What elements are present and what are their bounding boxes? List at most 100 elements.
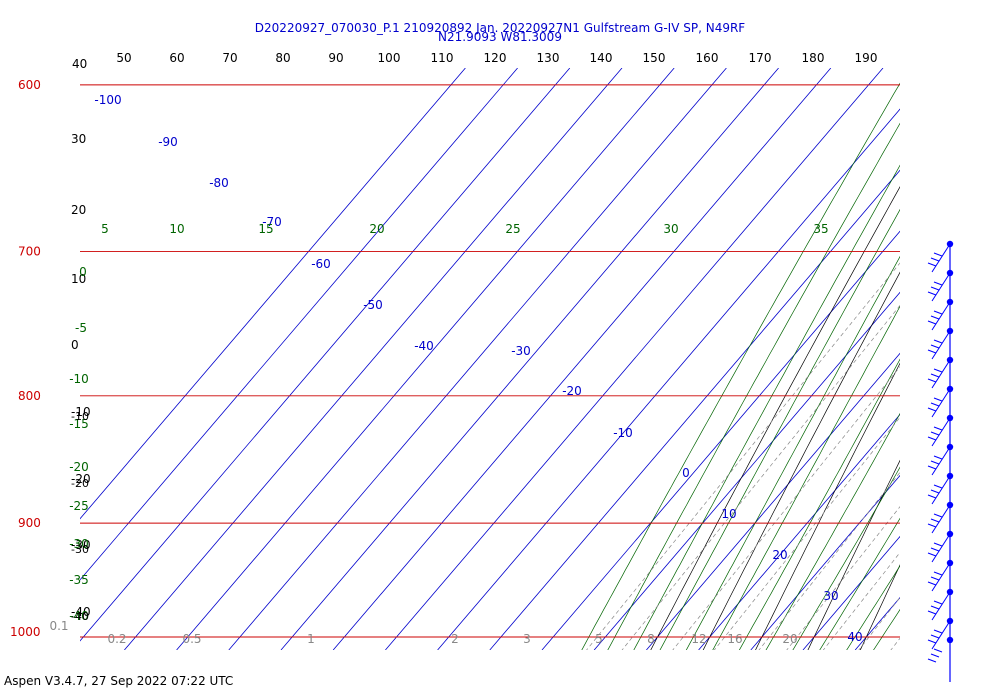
left-temperature-label: 0	[71, 338, 79, 352]
moist-adiabat-label: 20	[369, 222, 384, 236]
wind-barb-flag	[933, 368, 943, 373]
isotherm-line	[698, 413, 900, 650]
wind-barb-shaft	[931, 446, 951, 476]
dry-adiabat-label: 180	[802, 51, 825, 65]
moist-adiabat-line	[738, 358, 900, 650]
dry-adiabat-label: 70	[222, 51, 237, 65]
isotherm-line	[541, 230, 900, 650]
dry-adiabat-line	[650, 186, 900, 650]
pressure-label: 800	[18, 389, 41, 403]
mixing-ratio-line	[822, 551, 900, 650]
isotherm-label: 30	[823, 589, 838, 603]
isotherm-label: -70	[262, 215, 282, 229]
moist-adiabat-label: -15	[69, 417, 89, 431]
moist-adiabat-line	[873, 608, 900, 650]
wind-barb-shaft	[931, 330, 951, 360]
isotherm-label: -20	[562, 384, 582, 398]
moist-adiabat-label: 10	[169, 222, 184, 236]
isotherm-label: 20	[772, 548, 787, 562]
wind-barb-flag	[930, 634, 940, 639]
moist-adiabat-line	[712, 305, 900, 650]
moist-adiabat-label: -25	[69, 499, 89, 513]
isotherm-label: 10	[721, 507, 736, 521]
isotherm-label: -90	[158, 135, 178, 149]
wind-barb-flag	[927, 262, 937, 267]
wind-barb-shaft	[931, 359, 951, 389]
mixing-ratio-line	[954, 0, 1000, 690]
isotherm-line	[802, 535, 900, 650]
dry-adiabat-label: 150	[643, 51, 666, 65]
moist-adiabat-label: 25	[505, 222, 520, 236]
moist-adiabat-line	[765, 412, 900, 650]
isotherm-line	[593, 291, 900, 650]
pressure-label: 900	[18, 516, 41, 530]
wind-barb-flag	[930, 373, 940, 378]
isotherm-line	[332, 68, 832, 650]
moist-adiabat-label: -5	[75, 321, 87, 335]
isotherm-line	[80, 68, 466, 520]
wind-barb-flag	[930, 576, 940, 581]
moist-adiabat-label: 0	[79, 265, 87, 279]
wind-barb-flag	[930, 605, 940, 610]
mixing-ratio-label: 0.1	[49, 619, 68, 633]
dry-adiabat-line	[859, 564, 900, 650]
wind-barb-flag	[933, 542, 943, 547]
isotherm-line	[960, 68, 1000, 650]
moist-adiabat-label: 30	[663, 222, 678, 236]
isotherm-line	[750, 474, 900, 650]
wind-barb-shaft	[931, 533, 951, 563]
left-temperature-label: 30	[71, 132, 86, 146]
moist-adiabat-label: 5	[101, 222, 109, 236]
wind-barb-flag	[927, 523, 937, 528]
wind-barb-shaft	[931, 591, 951, 621]
moist-adiabat-line	[792, 466, 900, 650]
left-temperature-label: -10	[71, 405, 91, 419]
dry-adiabat-label: 60	[169, 51, 184, 65]
dry-adiabat-line	[948, 0, 1000, 690]
isotherm-label: -50	[363, 298, 383, 312]
wind-barb-flag	[933, 484, 943, 489]
mixing-ratio-label: 2	[451, 632, 459, 646]
dry-adiabat-line	[755, 362, 900, 650]
left-temperature-label: -30	[71, 538, 91, 552]
wind-barb-flag	[933, 513, 943, 518]
moist-adiabat-label: -30	[69, 537, 89, 551]
isotherm-line	[228, 68, 727, 650]
chart-title-line-1: D20220927_070030_P.1 210920892 Jan. 2022…	[254, 21, 746, 35]
wind-barb-flag	[927, 320, 937, 325]
wind-barb-flag	[927, 407, 937, 412]
wind-barb-flag	[933, 600, 943, 605]
wind-barb-flag	[927, 581, 937, 586]
isotherm-line	[124, 68, 623, 650]
isotherm-line	[80, 68, 518, 581]
mixing-ratio-line	[586, 262, 900, 650]
wind-barb-flag	[930, 431, 940, 436]
wind-barb-flag	[927, 436, 937, 441]
wind-barb-flag	[927, 639, 937, 644]
dry-adiabat-label: 160	[696, 51, 719, 65]
wind-barb-flag	[927, 349, 937, 354]
isotherm-label: -100	[94, 93, 121, 107]
pressure-label: 700	[18, 244, 41, 258]
wind-barb-flag	[933, 339, 943, 344]
isotherm-label: -10	[613, 426, 633, 440]
chart-title-line-2: N21.9093 W81.3009	[438, 30, 562, 44]
left-temperature-label: -10	[71, 410, 89, 423]
isotherm-line	[280, 68, 779, 650]
dry-adiabat-label: 100	[378, 51, 401, 65]
wind-barb-flag	[927, 610, 937, 615]
mixing-ratio-line	[672, 366, 900, 650]
moist-adiabat-line	[978, 0, 1000, 690]
wind-barb-dot	[946, 636, 954, 644]
wind-barb-flag	[933, 252, 943, 257]
mixing-ratio-label: 0.5	[182, 632, 201, 646]
mixing-ratio-label: 8	[647, 632, 655, 646]
wind-barb-flag	[930, 547, 940, 552]
wind-barb-flag	[927, 291, 937, 296]
isotherm-line	[385, 68, 884, 650]
isotherm-line	[80, 68, 571, 642]
left-temperature-label: -20	[71, 477, 89, 490]
footer-version-timestamp: Aspen V3.4.7, 27 Sep 2022 07:22 UTC	[4, 674, 234, 688]
wind-barb-flag	[927, 658, 937, 663]
wind-barb-flag	[933, 629, 943, 634]
